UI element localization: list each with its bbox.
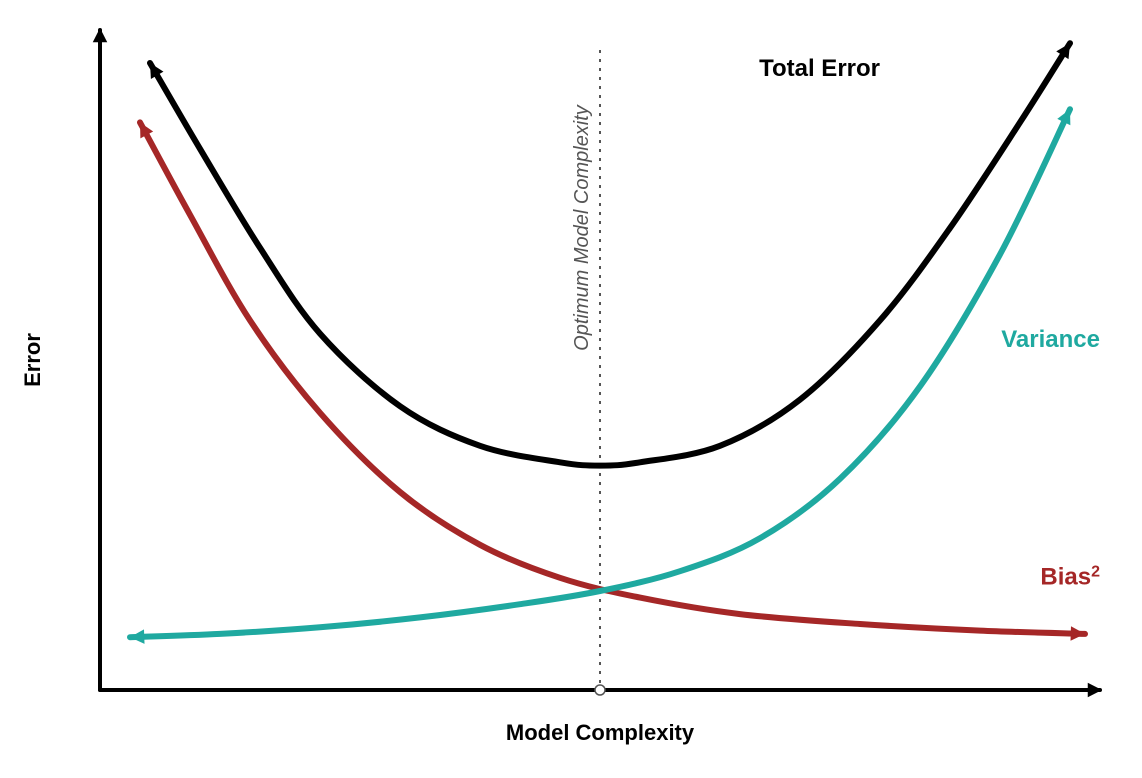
x-axis-label: Model Complexity [506, 720, 695, 745]
bias-variance-chart: Optimum Model ComplexityBias2VarianceTot… [0, 0, 1142, 778]
optimum-label: Optimum Model Complexity [571, 104, 593, 351]
y-axis-label: Error [20, 333, 45, 387]
chart-svg: Optimum Model ComplexityBias2VarianceTot… [0, 0, 1142, 778]
total-error-label: Total Error [759, 55, 880, 82]
variance-label: Variance [1001, 326, 1100, 353]
